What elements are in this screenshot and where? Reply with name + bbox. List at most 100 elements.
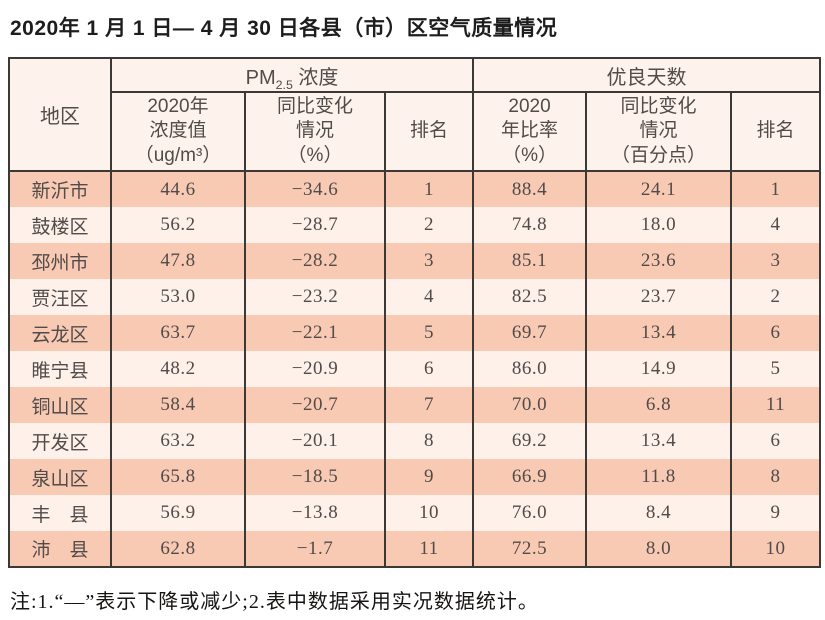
pm25-concentration-cell: 53.0 (110, 279, 246, 315)
header-gooddays-group: 优良天数 (472, 57, 822, 93)
table-row: 云龙区 63.7 −22.1 5 69.7 13.4 6 (8, 315, 822, 351)
pm25-rank-cell: 11 (383, 531, 475, 567)
table-row: 新沂市 44.6 −34.6 1 88.4 24.1 1 (8, 171, 822, 207)
pm25-change-cell: −23.2 (244, 279, 386, 315)
pm25-rank-cell: 7 (383, 387, 475, 423)
gooddays-change-cell: 13.4 (585, 423, 733, 459)
region-cell: 邳州市 (8, 243, 112, 279)
table-row: 睢宁县 48.2 −20.9 6 86.0 14.9 5 (8, 351, 822, 387)
region-cell: 睢宁县 (8, 351, 112, 387)
gooddays-ratio-cell: 88.4 (472, 171, 588, 207)
pm25-change-cell: −13.8 (244, 495, 386, 531)
pm25-concentration-cell: 58.4 (110, 387, 246, 423)
header-region: 地区 (8, 57, 112, 172)
gooddays-rank-cell: 3 (730, 243, 822, 279)
table-row: 鼓楼区 56.2 −28.7 2 74.8 18.0 4 (8, 207, 822, 243)
table-row: 开发区 63.2 −20.1 8 69.2 13.4 6 (8, 423, 822, 459)
gooddays-rank-cell: 2 (730, 279, 822, 315)
pm25-rank-cell: 2 (383, 207, 475, 243)
gooddays-rank-cell: 1 (730, 171, 822, 207)
pm25-rank-cell: 8 (383, 423, 475, 459)
pm25-change-cell: −1.7 (244, 531, 386, 567)
air-quality-table: 地区 PM2.5 浓度 优良天数 2020年 浓度值 （ug/m³） 同比变化 … (8, 57, 822, 568)
gooddays-ratio-cell: 86.0 (472, 351, 588, 387)
gooddays-ratio-cell: 69.2 (472, 423, 588, 459)
header-gooddays-ratio: 2020 年比率 （%） (472, 91, 588, 172)
gooddays-change-cell: 8.4 (585, 495, 733, 531)
table-row: 沛 县 62.8 −1.7 11 72.5 8.0 10 (8, 531, 822, 567)
pm25-change-cell: −22.1 (244, 315, 386, 351)
pm25-rank-cell: 5 (383, 315, 475, 351)
gooddays-rank-cell: 5 (730, 351, 822, 387)
pm25-concentration-cell: 56.9 (110, 495, 246, 531)
gooddays-change-cell: 13.4 (585, 315, 733, 351)
region-cell: 鼓楼区 (8, 207, 112, 243)
pm25-change-cell: −28.7 (244, 207, 386, 243)
gooddays-ratio-cell: 69.7 (472, 315, 588, 351)
gooddays-rank-cell: 8 (730, 459, 822, 495)
gooddays-rank-cell: 10 (730, 531, 822, 567)
pm25-concentration-cell: 65.8 (110, 459, 246, 495)
header-sub-row: 2020年 浓度值 （ug/m³） 同比变化 情况 （%） 排名 2020 年比… (9, 91, 822, 172)
gooddays-change-cell: 18.0 (585, 207, 733, 243)
pm25-label-suffix: 浓度 (292, 66, 339, 89)
region-cell: 新沂市 (8, 171, 112, 207)
gooddays-change-cell: 6.8 (585, 387, 733, 423)
pm25-change-cell: −34.6 (244, 171, 386, 207)
pm25-concentration-cell: 63.2 (110, 423, 246, 459)
pm25-change-cell: −20.1 (244, 423, 386, 459)
table-row: 邳州市 47.8 −28.2 3 85.1 23.6 3 (8, 243, 822, 279)
gooddays-change-cell: 8.0 (585, 531, 733, 567)
gooddays-ratio-cell: 70.0 (472, 387, 588, 423)
region-cell: 沛 县 (8, 531, 112, 567)
pm25-concentration-cell: 44.6 (110, 171, 246, 207)
gooddays-change-cell: 23.7 (585, 279, 733, 315)
header-pm25-rank: 排名 (383, 91, 475, 172)
table-row: 贾汪区 53.0 −23.2 4 82.5 23.7 2 (8, 279, 822, 315)
header-gooddays-rank: 排名 (730, 91, 822, 172)
gooddays-change-cell: 11.8 (585, 459, 733, 495)
gooddays-change-cell: 23.6 (585, 243, 733, 279)
gooddays-ratio-cell: 66.9 (472, 459, 588, 495)
pm25-rank-cell: 9 (383, 459, 475, 495)
gooddays-rank-cell: 9 (730, 495, 822, 531)
gooddays-rank-cell: 4 (730, 207, 822, 243)
pm25-rank-cell: 3 (383, 243, 475, 279)
header-pm25-change: 同比变化 情况 （%） (244, 91, 386, 172)
pm25-change-cell: −20.7 (244, 387, 386, 423)
header-group-row: 地区 PM2.5 浓度 优良天数 (8, 57, 822, 172)
pm25-rank-cell: 4 (383, 279, 475, 315)
pm25-concentration-cell: 48.2 (110, 351, 246, 387)
page-title: 2020年 1 月 1 日— 4 月 30 日各县（市）区空气质量情况 (10, 17, 558, 40)
gooddays-ratio-cell: 82.5 (472, 279, 588, 315)
region-cell: 铜山区 (8, 387, 112, 423)
gooddays-ratio-cell: 74.8 (472, 207, 588, 243)
pm25-change-cell: −20.9 (244, 351, 386, 387)
pm25-rank-cell: 6 (383, 351, 475, 387)
region-cell: 贾汪区 (8, 279, 112, 315)
gooddays-ratio-cell: 76.0 (472, 495, 588, 531)
pm25-label-subscript: 2.5 (275, 77, 293, 92)
pm25-concentration-cell: 62.8 (110, 531, 246, 567)
pm25-change-cell: −28.2 (244, 243, 386, 279)
gooddays-change-cell: 14.9 (585, 351, 733, 387)
pm25-rank-cell: 10 (383, 495, 475, 531)
gooddays-change-cell: 24.1 (585, 171, 733, 207)
pm25-rank-cell: 1 (383, 171, 475, 207)
gooddays-rank-cell: 6 (730, 315, 822, 351)
table-row: 铜山区 58.4 −20.7 7 70.0 6.8 11 (8, 387, 822, 423)
header-pm25-group: PM2.5 浓度 (109, 57, 475, 93)
region-cell: 丰 县 (8, 495, 112, 531)
table-body: 新沂市 44.6 −34.6 1 88.4 24.1 1 鼓楼区 56.2 −2… (8, 171, 822, 567)
header-gooddays-change: 同比变化 情况 （百分点） (585, 91, 733, 172)
footnote: 注:1.“—”表示下降或减少;2.表中数据采用实况数据统计。 (10, 591, 539, 613)
pm25-concentration-cell: 47.8 (110, 243, 246, 279)
table-row: 泉山区 65.8 −18.5 9 66.9 11.8 8 (8, 459, 822, 495)
pm25-concentration-cell: 63.7 (110, 315, 246, 351)
gooddays-ratio-cell: 72.5 (472, 531, 588, 567)
gooddays-ratio-cell: 85.1 (472, 243, 588, 279)
header-pm25-concentration: 2020年 浓度值 （ug/m³） (110, 91, 246, 172)
table-row: 丰 县 56.9 −13.8 10 76.0 8.4 9 (8, 495, 822, 531)
pm25-change-cell: −18.5 (244, 459, 386, 495)
